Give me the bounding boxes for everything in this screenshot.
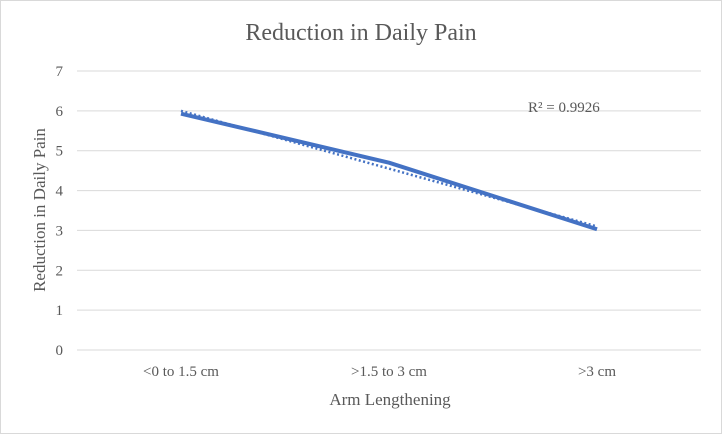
y-tick-labels: 0 1 2 3 4 5 6 7 bbox=[56, 64, 64, 359]
x-tick-labels: <0 to 1.5 cm >1.5 to 3 cm >3 cm bbox=[143, 364, 616, 380]
x-axis-label: Arm Lengthening bbox=[329, 390, 451, 409]
y-tick-1: 1 bbox=[56, 303, 64, 319]
y-tick-5: 5 bbox=[56, 144, 64, 160]
gridlines bbox=[77, 71, 701, 350]
y-tick-7: 7 bbox=[56, 64, 64, 80]
y-tick-4: 4 bbox=[56, 184, 64, 200]
y-tick-0: 0 bbox=[56, 343, 64, 359]
series-line-0 bbox=[181, 114, 597, 230]
r-squared-label: R² = 0.9926 bbox=[528, 100, 600, 116]
y-tick-3: 3 bbox=[56, 223, 64, 239]
x-tick-0: <0 to 1.5 cm bbox=[143, 364, 219, 380]
y-tick-6: 6 bbox=[56, 104, 64, 120]
x-tick-1: >1.5 to 3 cm bbox=[351, 364, 427, 380]
y-tick-2: 2 bbox=[56, 263, 64, 279]
x-tick-2: >3 cm bbox=[578, 364, 616, 380]
series-lines bbox=[181, 111, 597, 229]
y-axis-label: Reduction in Daily Pain bbox=[30, 128, 49, 292]
chart-title: Reduction in Daily Pain bbox=[245, 20, 476, 46]
